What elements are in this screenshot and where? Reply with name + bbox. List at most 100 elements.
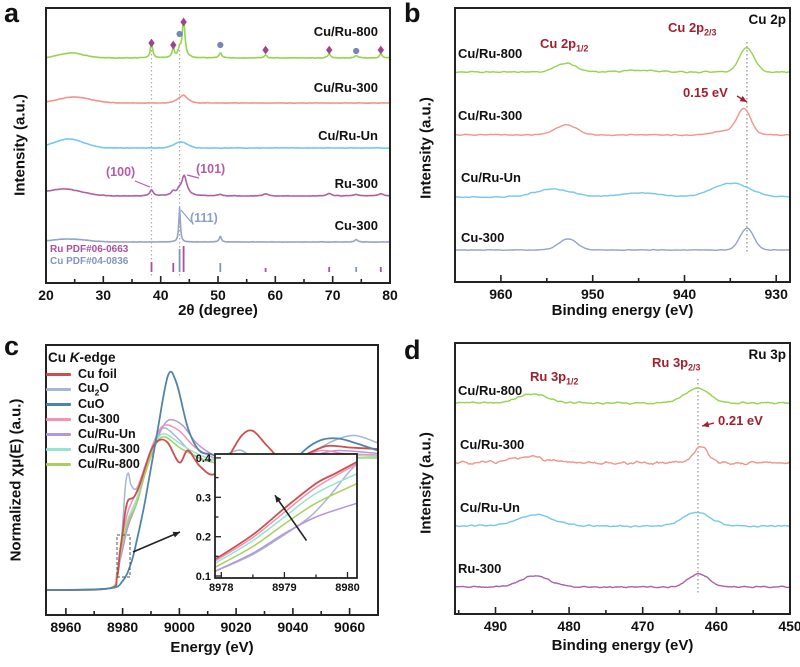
- x-axis-label-c: Energy (eV): [170, 639, 254, 656]
- x-axis-label-d: Binding energy (eV): [551, 637, 694, 654]
- svg-text:8980: 8980: [107, 619, 138, 635]
- curve-cu-ru-800: [454, 47, 791, 74]
- legend-item-cuo: CuO: [46, 397, 140, 412]
- inset-frame: [214, 453, 358, 579]
- label-ru-3p12: Ru 3p1/2: [530, 369, 578, 387]
- curve-label-cu-ru-800: Cu/Ru-800: [458, 46, 523, 61]
- svg-text:940: 940: [673, 286, 697, 302]
- curve-cu-ru-un: [454, 511, 791, 528]
- curve-cu-ru-800: [45, 18, 391, 59]
- legend-item-cu-foil: Cu foil: [46, 367, 140, 382]
- x-axis-ticks: [45, 276, 391, 283]
- legend-item-cu-ru-800: Cu/Ru-800: [46, 457, 140, 472]
- legend-title: Cu K-edge: [48, 350, 116, 365]
- ru-phase-markers: [148, 17, 385, 55]
- panel-letter-a: a: [4, 0, 20, 28]
- legend-label: Cu/Ru-300: [78, 442, 140, 457]
- legend-label: Cu2O: [78, 381, 110, 398]
- svg-text:480: 480: [557, 618, 581, 634]
- curve-cu-300: [454, 227, 791, 251]
- legend-label: Cu-300: [78, 412, 120, 427]
- svg-text:460: 460: [705, 618, 729, 634]
- svg-text:930: 930: [765, 286, 789, 302]
- cu2p12-sub: 1/2: [576, 43, 589, 54]
- peak-label-connector: [186, 174, 200, 179]
- panel-a: 20 30 40 50 60 70 80 a Intensity (a.u.) 2θ (de…: [0, 0, 400, 333]
- curve-cu-300: [45, 207, 391, 243]
- curve-label-cu-ru-300: Cu/Ru-300: [460, 437, 525, 452]
- curve-label-cu-ru-300: Cu/Ru-300: [313, 80, 378, 95]
- axis-frame: [45, 344, 379, 616]
- svg-text:9020: 9020: [221, 619, 252, 635]
- axis-frame: [454, 342, 791, 615]
- inset-ticks: [215, 457, 349, 578]
- svg-text:9000: 9000: [164, 619, 195, 635]
- ru3p-xps-plot: 490 480 470 460 450: [454, 342, 800, 634]
- svg-text:960: 960: [489, 286, 513, 302]
- curve-label-cu-300: Cu-300: [461, 230, 505, 245]
- svg-text:8980: 8980: [335, 582, 359, 594]
- svg-text:9060: 9060: [334, 619, 365, 635]
- xrd-plot: 20 30 40 50 60 70 80: [38, 7, 398, 303]
- cu-phase-markers: [176, 30, 360, 55]
- peak-label-100: (100): [106, 165, 136, 179]
- svg-text:950: 950: [581, 286, 605, 302]
- legend-swatch: [46, 373, 71, 376]
- curve-label-ru-300: Ru-300: [334, 176, 378, 191]
- label-ru-3p23: Ru 3p2/3: [652, 355, 700, 373]
- legend-title-k: K: [69, 350, 80, 365]
- svg-text:490: 490: [484, 618, 508, 634]
- shift-label-021ev: 0.21 eV: [718, 413, 763, 428]
- curve-label-cu-ru-un: Cu/Ru-Un: [318, 128, 378, 143]
- inset-curve-cu2o: [215, 463, 357, 572]
- cu2p12-text: Cu 2p: [540, 36, 577, 51]
- arrow-head: [274, 495, 282, 503]
- shift-label-015ev: 0.15 eV: [683, 85, 728, 100]
- svg-text:0.1: 0.1: [196, 571, 211, 583]
- ru3p23-text: Ru 3p: [652, 355, 689, 370]
- panel-d: 490 480 470 460 450 d Ru 3p Intensity (a.u.)…: [400, 333, 800, 667]
- legend-label: CuO: [78, 397, 105, 412]
- corner-tag-cu2p: Cu 2p: [748, 12, 786, 27]
- y-axis-label-d: Intensity (a.u.): [417, 432, 435, 534]
- reference-sticks: [178, 249, 358, 272]
- y-axis-label-c: Normalized χμ(E) (a.u.): [7, 398, 25, 562]
- x-axis-ticks: [65, 608, 351, 615]
- svg-text:0.2: 0.2: [196, 532, 211, 544]
- curve-cu-ru-300: [454, 107, 791, 137]
- label-cu-2p12: Cu 2p1/2: [540, 36, 588, 54]
- svg-text:60: 60: [268, 287, 284, 303]
- panel-c: 8978 8979 8980 0.1 0.2 0.3 0.4 8960 8980 9000 9020…: [0, 333, 400, 667]
- legend-label: Cu/Ru-800: [78, 457, 140, 472]
- inset-pointer-line: [132, 531, 181, 553]
- svg-text:70: 70: [325, 287, 341, 303]
- ru3p12-sub: 1/2: [566, 376, 579, 387]
- legend-swatch: [46, 433, 71, 436]
- legend-item-cu2o: Cu2O: [46, 382, 140, 397]
- legend-item-cu-ru-300: Cu/Ru-300: [46, 442, 140, 457]
- reference-sticks: [150, 246, 382, 272]
- arrow-head: [172, 531, 180, 538]
- cu2p23-sub: 2/3: [704, 27, 717, 38]
- svg-text:30: 30: [96, 287, 112, 303]
- inset-curve-cu-ru-300: [215, 473, 357, 565]
- curve-cu-ru-un: [454, 182, 791, 199]
- inset-trend-arrow: [274, 494, 308, 542]
- x-axis-tick-labels: 960 950 940 930: [489, 286, 788, 302]
- inset-curves: [215, 461, 357, 572]
- curve-label-cu-ru-800: Cu/Ru-800: [458, 383, 523, 398]
- panel-letter-b: b: [404, 0, 421, 28]
- x-axis-tick-labels: 490 480 470 460 450: [484, 618, 800, 634]
- x-axis-ticks: [500, 275, 778, 282]
- ru3p23-sub: 2/3: [688, 362, 701, 373]
- x-axis-tick-labels: 8960 8980 9000 9020 9040 9060: [50, 619, 365, 635]
- curve-cu-ru-800: [454, 387, 790, 405]
- legend-label: Cu/Ru-Un: [78, 427, 136, 442]
- curve-ru-300: [45, 174, 391, 197]
- curve-cu-ru-300: [454, 446, 791, 466]
- curve-label-cu-ru-un: Cu/Ru-Un: [461, 170, 521, 185]
- panel-letter-c: c: [4, 331, 20, 361]
- legend-label: Cu foil: [78, 367, 117, 382]
- inset-tick-labels: 8978 8979 8980 0.1 0.2 0.3 0.4: [196, 453, 360, 594]
